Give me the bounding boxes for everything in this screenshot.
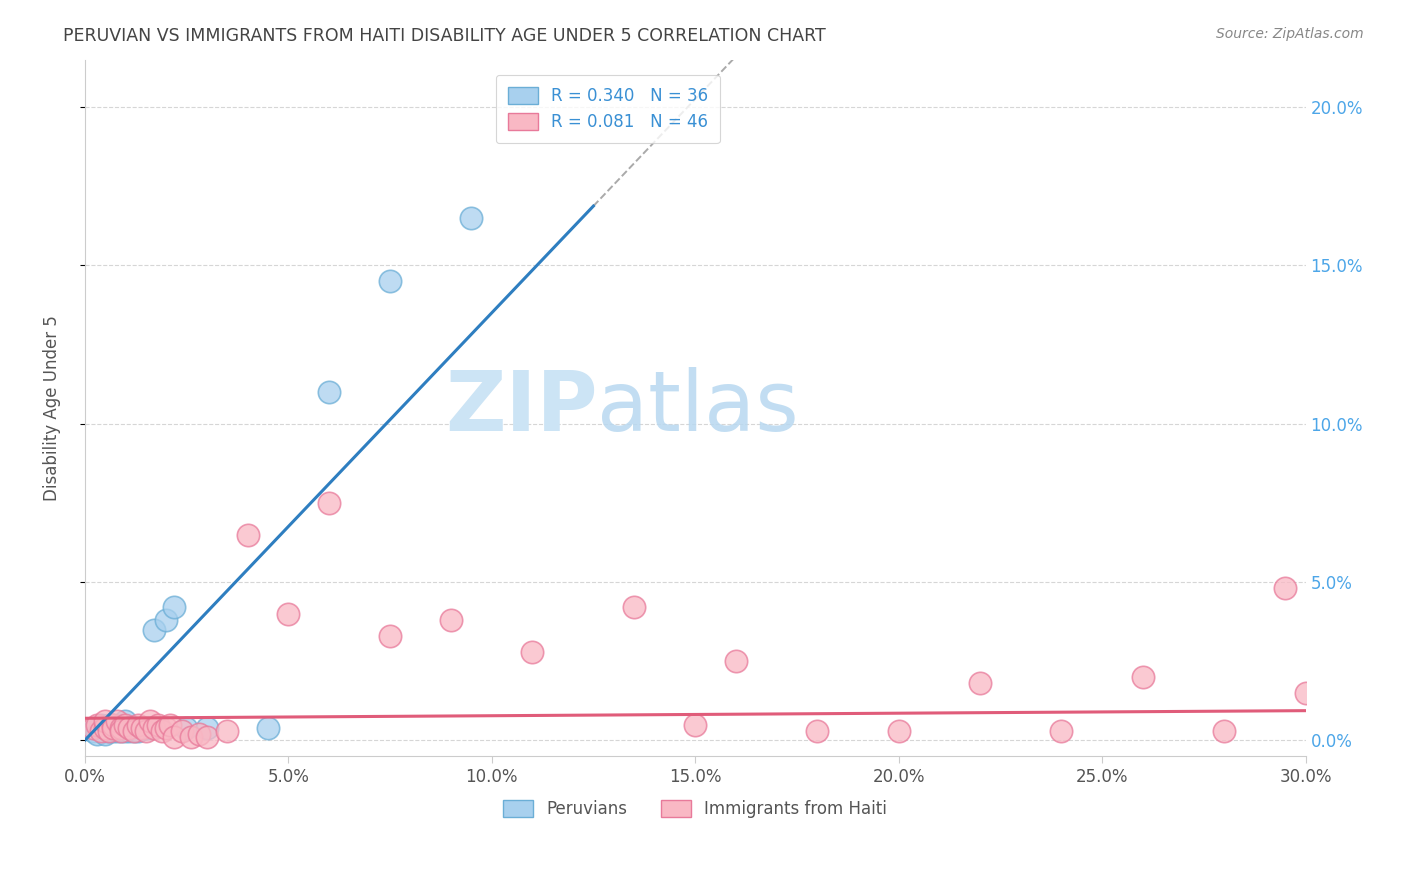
Point	[90, 721, 112, 735]
Point	[142, 623, 165, 637]
Point	[94, 727, 117, 741]
Point	[105, 714, 128, 729]
Point	[724, 654, 747, 668]
Point	[114, 717, 136, 731]
Point	[522, 645, 544, 659]
Point	[114, 714, 136, 729]
Point	[103, 723, 125, 738]
Point	[806, 723, 828, 738]
Point	[94, 714, 117, 729]
Point	[150, 723, 173, 738]
Point	[180, 731, 202, 745]
Point	[1132, 670, 1154, 684]
Point	[114, 721, 136, 735]
Point	[1050, 723, 1073, 738]
Point	[146, 717, 169, 731]
Point	[86, 717, 108, 731]
Point	[98, 723, 121, 738]
Point	[142, 721, 165, 735]
Point	[127, 723, 149, 738]
Point	[105, 723, 128, 738]
Point	[118, 721, 141, 735]
Point	[1213, 723, 1236, 738]
Point	[122, 723, 145, 738]
Point	[90, 723, 112, 738]
Text: Source: ZipAtlas.com: Source: ZipAtlas.com	[1216, 27, 1364, 41]
Point	[103, 721, 125, 735]
Point	[172, 723, 194, 738]
Point	[195, 721, 218, 735]
Point	[131, 721, 153, 735]
Point	[163, 600, 186, 615]
Point	[110, 723, 132, 738]
Point	[139, 714, 162, 729]
Point	[90, 717, 112, 731]
Point	[163, 731, 186, 745]
Text: PERUVIAN VS IMMIGRANTS FROM HAITI DISABILITY AGE UNDER 5 CORRELATION CHART: PERUVIAN VS IMMIGRANTS FROM HAITI DISABI…	[63, 27, 825, 45]
Point	[94, 721, 117, 735]
Point	[135, 723, 157, 738]
Point	[623, 600, 645, 615]
Point	[1295, 686, 1317, 700]
Point	[122, 723, 145, 738]
Text: atlas: atlas	[598, 368, 799, 449]
Point	[114, 723, 136, 738]
Point	[86, 727, 108, 741]
Point	[440, 613, 463, 627]
Point	[217, 723, 239, 738]
Point	[887, 723, 910, 738]
Point	[155, 613, 177, 627]
Point	[187, 727, 209, 741]
Legend: Peruvians, Immigrants from Haiti: Peruvians, Immigrants from Haiti	[496, 793, 894, 824]
Point	[94, 721, 117, 735]
Point	[110, 721, 132, 735]
Point	[103, 717, 125, 731]
Point	[257, 721, 280, 735]
Point	[105, 721, 128, 735]
Point	[103, 721, 125, 735]
Point	[159, 717, 181, 731]
Point	[118, 721, 141, 735]
Point	[195, 731, 218, 745]
Point	[135, 721, 157, 735]
Point	[98, 717, 121, 731]
Point	[118, 723, 141, 738]
Point	[155, 721, 177, 735]
Point	[122, 721, 145, 735]
Point	[277, 607, 299, 621]
Point	[103, 717, 125, 731]
Point	[318, 496, 340, 510]
Point	[110, 723, 132, 738]
Point	[82, 723, 104, 738]
Y-axis label: Disability Age Under 5: Disability Age Under 5	[44, 315, 60, 501]
Point	[236, 527, 259, 541]
Point	[94, 723, 117, 738]
Point	[969, 676, 991, 690]
Point	[139, 721, 162, 735]
Point	[378, 274, 401, 288]
Point	[98, 723, 121, 738]
Point	[460, 211, 482, 225]
Point	[318, 385, 340, 400]
Point	[131, 721, 153, 735]
Point	[110, 717, 132, 731]
Point	[378, 629, 401, 643]
Point	[176, 721, 198, 735]
Point	[1274, 582, 1296, 596]
Point	[82, 721, 104, 735]
Text: ZIP: ZIP	[444, 368, 598, 449]
Point	[683, 717, 706, 731]
Point	[127, 717, 149, 731]
